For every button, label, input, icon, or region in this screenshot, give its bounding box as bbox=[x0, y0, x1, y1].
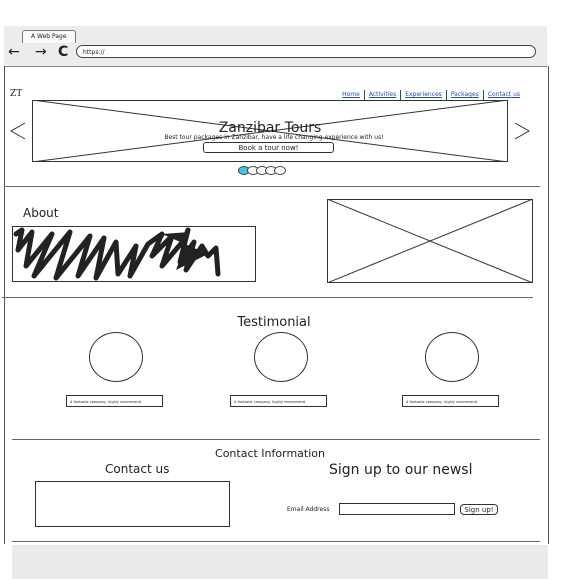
nav-link-packages[interactable]: Packages bbox=[447, 90, 484, 100]
email-input[interactable] bbox=[339, 503, 455, 515]
site-logo[interactable]: ZT bbox=[10, 89, 23, 99]
divider bbox=[12, 541, 540, 542]
hero-image-placeholder bbox=[32, 100, 508, 162]
nav-link-contact-us[interactable]: Contact us bbox=[487, 91, 520, 98]
nav-link-experiences[interactable]: Experiences bbox=[401, 90, 447, 100]
carousel-prev-icon[interactable] bbox=[9, 122, 27, 140]
hero-subtitle: Best tour packages in Zanzibar, have a l… bbox=[164, 134, 384, 141]
page-frame bbox=[4, 66, 549, 544]
testimonial-quote: A fantastic company, highly recommend bbox=[230, 395, 327, 407]
footer bbox=[12, 545, 548, 579]
book-tour-button[interactable]: Book a tour now! bbox=[203, 142, 334, 153]
nav-link-home[interactable]: Home bbox=[338, 90, 365, 100]
browser-tab[interactable]: A Web Page bbox=[22, 30, 76, 43]
carousel-dot[interactable] bbox=[274, 166, 286, 175]
divider bbox=[4, 186, 540, 187]
contact-info-heading: Contact Information bbox=[215, 447, 325, 460]
newsletter-heading: Sign up to our newsl bbox=[329, 462, 473, 478]
signup-button[interactable]: Sign up! bbox=[460, 504, 498, 515]
carousel-indicators bbox=[238, 166, 286, 175]
reload-icon[interactable]: C bbox=[58, 44, 69, 60]
about-heading: About bbox=[23, 206, 59, 220]
about-image-placeholder bbox=[327, 199, 533, 283]
contact-details-box bbox=[35, 481, 230, 527]
nav-link-activities[interactable]: Activities bbox=[365, 90, 402, 100]
main-nav: Home Activities Experiences Packages Con… bbox=[338, 90, 524, 100]
forward-icon[interactable]: → bbox=[35, 44, 47, 60]
back-icon[interactable]: ← bbox=[8, 44, 20, 60]
testimonial-quote: A fantastic company, highly recommend bbox=[66, 395, 163, 407]
contact-us-heading: Contact us bbox=[105, 462, 170, 476]
testimonial-avatar bbox=[425, 332, 479, 382]
testimonial-quote: A fantastic company, highly recommend bbox=[402, 395, 499, 407]
address-bar[interactable]: https:// bbox=[76, 45, 536, 58]
testimonial-avatar bbox=[89, 332, 143, 382]
email-label: Email Address bbox=[287, 506, 330, 513]
divider bbox=[2, 297, 533, 298]
carousel-next-icon[interactable] bbox=[513, 122, 531, 140]
testimonial-heading: Testimonial bbox=[237, 315, 311, 330]
testimonial-avatar bbox=[254, 332, 308, 382]
hero-title: Zanzibar Tours bbox=[218, 120, 322, 136]
about-text-scribble bbox=[12, 226, 256, 282]
divider bbox=[12, 439, 540, 440]
